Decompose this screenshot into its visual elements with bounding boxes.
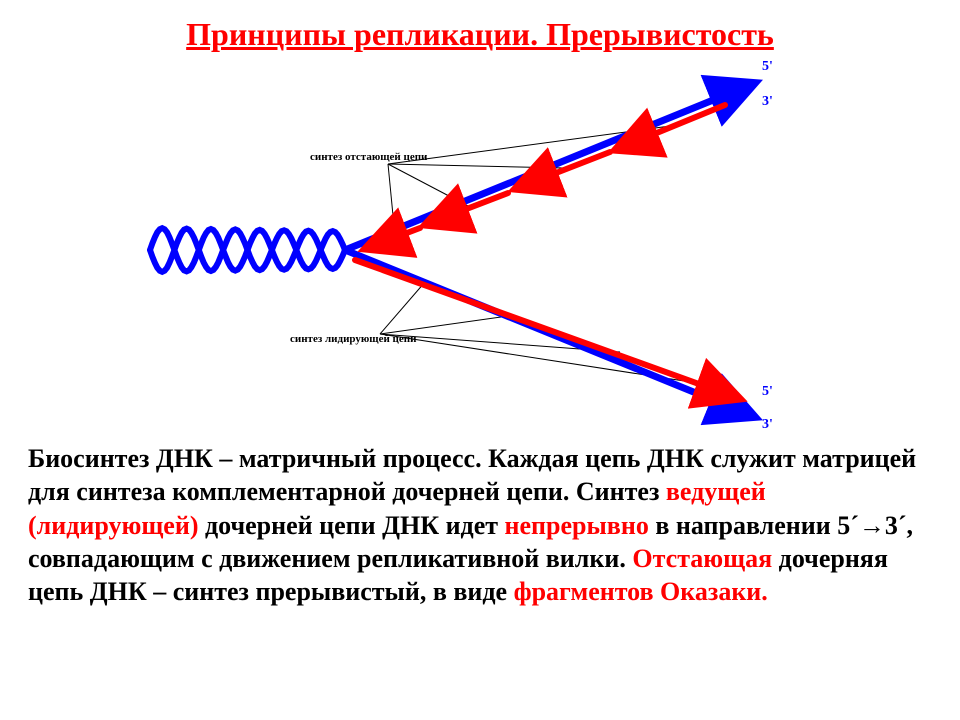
end-label-2: 5'	[762, 384, 773, 399]
page: { "title": { "text": "Принципы репликаци…	[0, 0, 960, 720]
leading-callout-label: синтез лидирующей цепи	[290, 333, 417, 345]
highlighted-term: непрерывно	[505, 511, 649, 540]
lagging-callout-label: синтез отстающей цепи	[310, 151, 428, 163]
highlighted-term: фрагментов Оказаки.	[514, 577, 768, 606]
diagram-svg: синтез отстающей цепи синтез лидирующей ц…	[120, 50, 840, 430]
body-text-run: Биосинтез ДНК – матричный процесс. Кажда…	[28, 444, 916, 506]
end-label-3: 3'	[762, 417, 773, 432]
end-label-1: 3'	[762, 94, 773, 109]
body-text-run: дочерней цепи ДНК идет	[198, 511, 504, 540]
leading-callout-leader-0	[380, 282, 425, 334]
highlighted-term: Отстающая	[632, 544, 772, 573]
lagging-callout-leader-2	[388, 164, 468, 206]
leading-strand	[355, 260, 735, 397]
replication-fork-diagram: синтез отстающей цепи синтез лидирующей ц…	[120, 50, 840, 430]
leading-callout-leader-1	[380, 315, 515, 334]
lagging-callout-leader-3	[388, 164, 395, 236]
end-label-0: 5'	[762, 59, 773, 74]
okazaki-fragment-0	[620, 105, 725, 148]
lagging-callout-leader-1	[388, 164, 565, 168]
upper-template-strand	[345, 85, 750, 250]
page-title: Принципы репликации. Прерывистость	[0, 16, 960, 53]
body-paragraph: Биосинтез ДНК – матричный процесс. Кажда…	[28, 442, 920, 608]
